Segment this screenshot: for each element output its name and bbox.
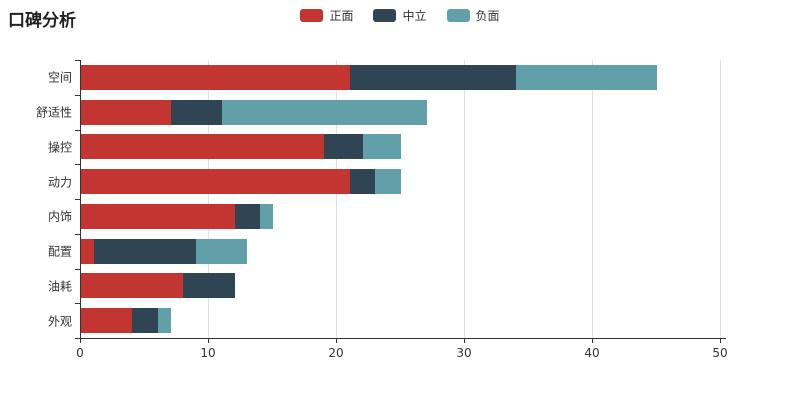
bar-row — [81, 169, 401, 195]
bar-row — [81, 238, 248, 264]
x-gridline — [592, 60, 593, 338]
bar-segment-负面-动力[interactable] — [375, 169, 401, 195]
x-axis-tick — [720, 338, 721, 343]
category-label: 操控 — [47, 140, 72, 155]
x-axis-line — [80, 338, 726, 339]
category-label: 配置 — [47, 244, 72, 259]
x-gridline — [464, 60, 465, 338]
bar-segment-负面-内饰[interactable] — [260, 203, 273, 229]
bar-segment-正面-操控[interactable] — [81, 134, 325, 160]
bar-segment-正面-舒适性[interactable] — [81, 99, 171, 125]
bar-segment-中立-舒适性[interactable] — [170, 99, 222, 125]
bar-segment-正面-内饰[interactable] — [81, 203, 235, 229]
legend-item-positive[interactable]: 正面 — [300, 7, 353, 24]
y-axis-tick — [75, 338, 80, 339]
category-label: 内饰 — [47, 209, 72, 224]
bar-segment-中立-外观[interactable] — [132, 308, 158, 334]
category-label: 动力 — [47, 175, 72, 190]
bar-row — [81, 99, 427, 125]
bar-segment-负面-空间[interactable] — [516, 64, 657, 90]
bar-segment-中立-配置[interactable] — [93, 238, 197, 264]
x-tick-label: 20 — [328, 346, 344, 360]
legend-item-negative[interactable]: 负面 — [446, 7, 500, 24]
y-axis-tick — [75, 303, 80, 305]
x-axis-tick — [464, 338, 465, 343]
bar-segment-负面-外观[interactable] — [157, 308, 171, 334]
legend-swatch-neutral-icon — [373, 9, 397, 22]
x-axis-tick — [80, 338, 81, 343]
legend-label-neutral: 中立 — [402, 9, 427, 23]
bar-segment-中立-内饰[interactable] — [234, 203, 261, 229]
chart-title: 口碑分析 — [8, 11, 76, 31]
y-axis-tick — [75, 233, 80, 235]
bar-segment-负面-配置[interactable] — [196, 238, 248, 264]
legend-item-neutral[interactable]: 中立 — [373, 7, 427, 24]
y-axis-tick — [75, 60, 80, 61]
bar-segment-正面-外观[interactable] — [81, 308, 133, 334]
x-tick-label: 0 — [76, 346, 84, 360]
y-axis-line — [80, 60, 81, 338]
bar-segment-正面-空间[interactable] — [81, 64, 350, 90]
bar-segment-中立-空间[interactable] — [349, 64, 517, 90]
category-label: 舒适性 — [35, 105, 72, 120]
legend-label-negative: 负面 — [475, 9, 500, 23]
category-label: 油耗 — [47, 279, 72, 294]
x-axis-tick — [592, 338, 593, 343]
y-axis-tick — [75, 199, 80, 200]
x-tick-label: 40 — [584, 346, 600, 360]
x-tick-label: 10 — [200, 346, 216, 360]
bar-row — [81, 203, 273, 229]
bar-segment-中立-油耗[interactable] — [183, 273, 235, 299]
bar-segment-负面-舒适性[interactable] — [221, 99, 427, 125]
bar-segment-正面-动力[interactable] — [81, 169, 350, 195]
bar-segment-负面-操控[interactable] — [362, 134, 401, 160]
x-gridline — [720, 60, 721, 338]
bar-segment-正面-油耗[interactable] — [81, 273, 184, 299]
bar-row — [81, 308, 171, 334]
legend-swatch-negative-icon — [446, 9, 470, 22]
y-axis-tick — [75, 129, 80, 131]
y-axis-tick — [75, 268, 80, 270]
legend-swatch-positive-icon — [300, 9, 324, 22]
y-axis-tick — [75, 94, 80, 96]
x-tick-label: 50 — [712, 346, 728, 360]
x-axis-tick — [336, 338, 337, 343]
category-label: 空间 — [47, 70, 72, 85]
bar-segment-中立-操控[interactable] — [324, 134, 363, 160]
legend-label-positive: 正面 — [329, 9, 354, 23]
bar-row — [81, 64, 657, 90]
x-axis-tick — [208, 338, 209, 343]
bar-segment-正面-配置[interactable] — [81, 238, 94, 264]
x-tick-label: 30 — [456, 346, 472, 360]
bar-segment-中立-动力[interactable] — [349, 169, 376, 195]
bar-row — [81, 134, 401, 160]
bar-row — [81, 273, 235, 299]
x-gridline — [336, 60, 337, 338]
category-label: 外观 — [47, 314, 72, 329]
y-axis-tick — [75, 164, 80, 166]
x-gridline — [208, 60, 209, 338]
legend: 正面 中立 负面 — [0, 7, 800, 24]
